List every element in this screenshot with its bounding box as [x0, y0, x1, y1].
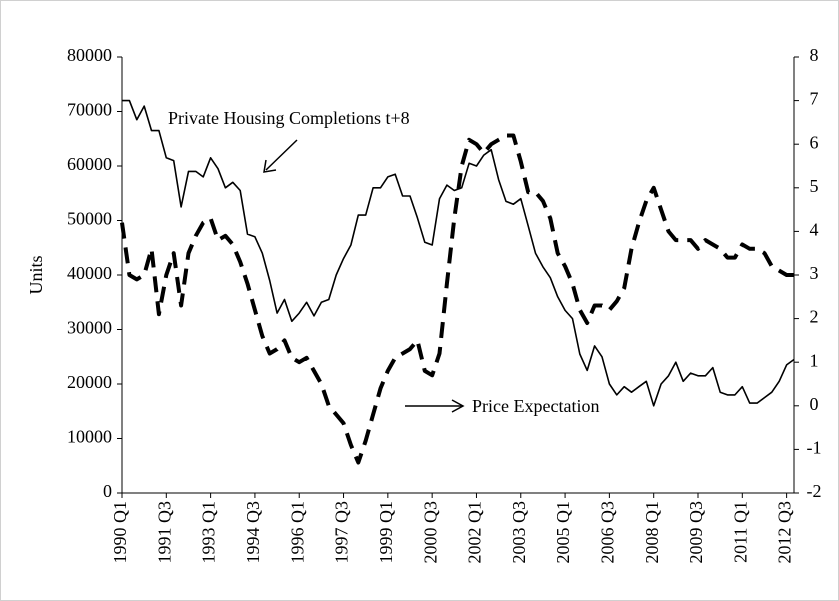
annotation: Price Expectation — [472, 396, 599, 416]
x-tick-label: 2000 Q3 — [420, 501, 440, 564]
x-tick-label: 2006 Q3 — [598, 501, 618, 564]
y-tick-label: 40000 — [67, 263, 112, 283]
x-tick-label: 2005 Q1 — [553, 501, 573, 564]
y-tick-label: 70000 — [67, 100, 112, 120]
x-tick-label: 2012 Q3 — [775, 501, 795, 564]
y2-tick-label: 4 — [810, 220, 819, 240]
x-tick-label: 2002 Q1 — [465, 501, 485, 564]
series-line — [122, 99, 795, 407]
y-tick-label: 10000 — [67, 427, 112, 447]
y2-tick-label: 7 — [810, 89, 819, 109]
y2-tick-label: 2 — [810, 307, 819, 327]
x-tick-label: 1994 Q3 — [243, 501, 263, 564]
x-tick-label: 2008 Q1 — [642, 501, 662, 564]
y2-tick-label: 0 — [810, 394, 819, 414]
y-tick-label: 30000 — [67, 318, 112, 338]
x-tick-label: 1990 Q1 — [110, 501, 130, 564]
y-axis-label: Units — [26, 255, 46, 294]
arrow — [263, 139, 465, 413]
x-tick-label: 1999 Q1 — [376, 501, 396, 564]
y2-tick-label: 6 — [810, 132, 819, 152]
y2-tick-label: 3 — [810, 263, 819, 283]
y2-tick-label: 1 — [810, 350, 819, 370]
y2-tick-label: -2 — [807, 481, 822, 501]
x-tick-label: 2009 Q3 — [686, 501, 706, 564]
y-tick-label: 80000 — [67, 45, 112, 65]
x-tick-label: 1997 Q3 — [332, 501, 352, 564]
y2-tick-label: -1 — [807, 438, 822, 458]
annotation: Private Housing Completions t+8 — [168, 108, 410, 128]
y-tick-label: 20000 — [67, 372, 112, 392]
x-tick-label: 1991 Q3 — [154, 501, 174, 564]
x-tick-label: 1996 Q1 — [287, 501, 307, 564]
x-tick-label: 1993 Q1 — [199, 501, 219, 564]
y-tick-label: 60000 — [67, 154, 112, 174]
y-tick-label: 50000 — [67, 209, 112, 229]
y2-tick-label: 8 — [810, 45, 819, 65]
y-tick-label: 0 — [103, 481, 112, 501]
x-tick-label: 2003 Q3 — [509, 501, 529, 564]
x-tick-label: 2011 Q1 — [730, 501, 750, 563]
y2-tick-label: 5 — [810, 176, 819, 196]
